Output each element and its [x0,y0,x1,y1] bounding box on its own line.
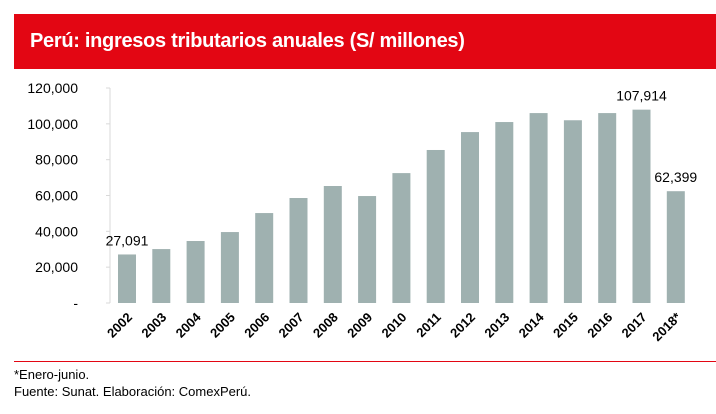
x-tick-label: 2018* [649,309,684,344]
chart-title: Perú: ingresos tributarios anuales (S/ m… [30,30,465,52]
x-tick-label: 2005 [207,310,238,341]
footnote: *Enero-junio. [14,367,90,382]
chart-title-banner: Perú: ingresos tributarios anuales (S/ m… [14,14,716,69]
bar-2010 [392,173,411,303]
y-tick-label: 20,000 [35,259,78,275]
x-tick-label: 2007 [276,310,307,341]
bar-2005 [220,232,239,303]
data-label: 62,399 [654,169,697,185]
bar-2002 [118,254,136,303]
bar-2014 [529,113,548,303]
bar-2007 [289,198,308,303]
x-tick-label: 2013 [481,310,512,341]
x-tick-label: 2004 [173,309,205,341]
y-tick-label: - [73,295,78,311]
bar-2017 [632,109,651,303]
x-tick-label: 2008 [310,310,341,341]
bar-2015 [563,120,582,303]
x-tick-label: 2014 [516,309,548,341]
y-tick-label: 40,000 [35,223,78,239]
y-tick-label: 80,000 [35,152,78,168]
bar-2016 [598,113,617,303]
bar-2013 [495,122,514,304]
y-tick-label: 120,000 [27,80,78,96]
x-tick-label: 2009 [344,310,375,341]
y-tick-label: 100,000 [27,116,78,132]
x-tick-label: 2012 [447,310,478,341]
data-label: 107,914 [616,88,667,104]
data-label: 27,091 [106,232,149,248]
bar-2009 [358,196,377,303]
x-tick-label: 2010 [378,310,409,341]
x-tick-label: 2016 [584,310,615,341]
bar-2012 [461,132,479,303]
bar-2018* [666,191,685,303]
y-tick-label: 60,000 [35,188,78,204]
bar-2011 [426,149,445,303]
bar-chart: - 20,000 40,000 60,000 80,000 100,000 120,000 2… [27,80,697,344]
x-tick-label: 2006 [241,310,272,341]
bar-2004 [186,241,205,303]
x-tick-label: 2003 [138,310,169,341]
footer-divider [14,361,716,362]
bar-2008 [323,186,342,303]
bar-2003 [152,249,171,303]
x-tick-label: 2011 [413,310,444,341]
bar-2006 [255,213,274,303]
x-tick-label: 2015 [550,310,581,341]
x-tick-label: 2002 [104,310,135,341]
x-tick-label: 2017 [619,310,650,341]
source-note: Fuente: Sunat. Elaboración: ComexPerú. [14,384,252,399]
